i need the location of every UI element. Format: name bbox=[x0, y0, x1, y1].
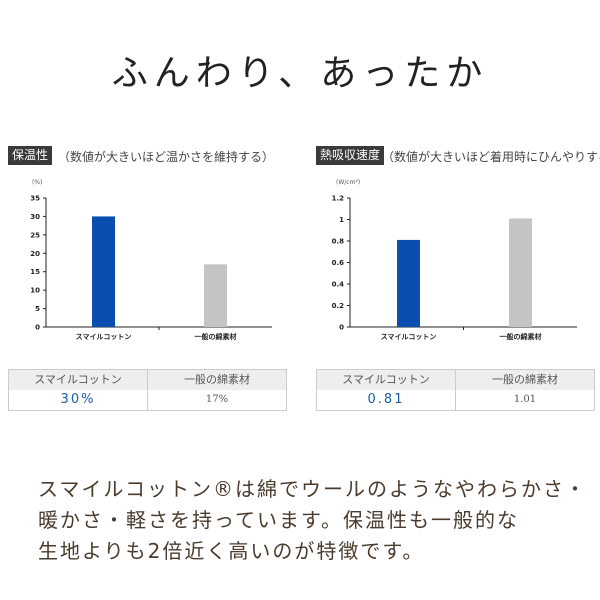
bar bbox=[509, 218, 532, 327]
table-header: 一般の綿素材 bbox=[455, 370, 594, 390]
value-table: スマイルコットン 一般の綿素材 0.81 1.01 bbox=[316, 369, 595, 411]
description-line: 生地よりも2倍近く高いのが特徴です。 bbox=[38, 539, 425, 563]
y-tick-label: 5 bbox=[35, 305, 40, 313]
table-value: 30% bbox=[60, 392, 96, 407]
chart-tag: 熱吸収速度 bbox=[316, 146, 385, 165]
y-axis-unit: (W/cm²) bbox=[336, 179, 360, 186]
x-category-label: スマイルコットン bbox=[76, 333, 132, 341]
chart-tag: 保温性 bbox=[8, 146, 53, 165]
value-table: スマイルコットン 一般の綿素材 30% 17% bbox=[8, 369, 287, 411]
y-tick-label: 20 bbox=[30, 250, 40, 258]
chart-panel-warmth: 保温性 （数値が大きいほど温かさを維持する） (%) 0 5 10 15 20 25 30 35… bbox=[8, 146, 298, 416]
bar bbox=[397, 239, 420, 327]
description-line: スマイルコットン®は綿でウールのようなやわらかさ・ bbox=[38, 477, 587, 501]
y-tick-label: 0.2 bbox=[332, 302, 345, 310]
y-tick-label: 1.2 bbox=[332, 195, 345, 203]
x-category-label: 一般の綿素材 bbox=[500, 332, 542, 341]
headline: ふんわり、あったか bbox=[111, 53, 489, 94]
y-tick-label: 30 bbox=[30, 213, 40, 221]
y-tick-label: 15 bbox=[30, 268, 40, 276]
y-tick-label: 0.4 bbox=[332, 281, 345, 289]
table-header: 一般の綿素材 bbox=[147, 370, 286, 390]
x-category-label: スマイルコットン bbox=[381, 333, 437, 341]
description-line: 暖かさ・軽さを持っています。保温性も一般的な bbox=[38, 508, 519, 532]
table-header: スマイルコットン bbox=[342, 373, 430, 386]
chart-panel-heat-absorption: 熱吸収速度 （数値が大きいほど着用時にひんやりする） (W/cm²) 0 0.2 0.… bbox=[316, 146, 600, 416]
y-tick-label: 10 bbox=[30, 287, 40, 295]
chart-warmth: (%) 0 5 10 15 20 25 30 35 スマイルコットン 一般の綿素材 bbox=[30, 179, 272, 341]
x-category-label: 一般の綿素材 bbox=[195, 332, 237, 341]
bar bbox=[92, 216, 115, 327]
table-header: スマイルコットン bbox=[34, 373, 122, 386]
y-tick-label: 1 bbox=[339, 216, 344, 224]
table-value: 17% bbox=[147, 390, 286, 410]
description: スマイルコットン®は綿でウールのようなやわらかさ・ 暖かさ・軽さを持っています。… bbox=[38, 474, 598, 567]
bar bbox=[204, 264, 227, 327]
chart-note: （数値が大きいほど温かさを維持する） bbox=[58, 150, 275, 164]
y-tick-label: 0.8 bbox=[332, 238, 345, 246]
y-tick-label: 0 bbox=[35, 324, 40, 332]
chart-heat-absorption: (W/cm²) 0 0.2 0.4 0.6 0.8 1 1.2 スマイルコットン 一般の綿素材 bbox=[332, 179, 577, 341]
y-tick-label: 0 bbox=[339, 324, 344, 332]
chart-note: （数値が大きいほど着用時にひんやりする） bbox=[382, 150, 600, 164]
table-value: 0.81 bbox=[367, 392, 405, 407]
y-tick-label: 0.6 bbox=[332, 259, 345, 267]
table-value: 1.01 bbox=[455, 390, 594, 410]
y-tick-label: 35 bbox=[30, 195, 40, 203]
y-tick-label: 25 bbox=[30, 231, 40, 239]
y-axis-unit: (%) bbox=[32, 179, 42, 186]
